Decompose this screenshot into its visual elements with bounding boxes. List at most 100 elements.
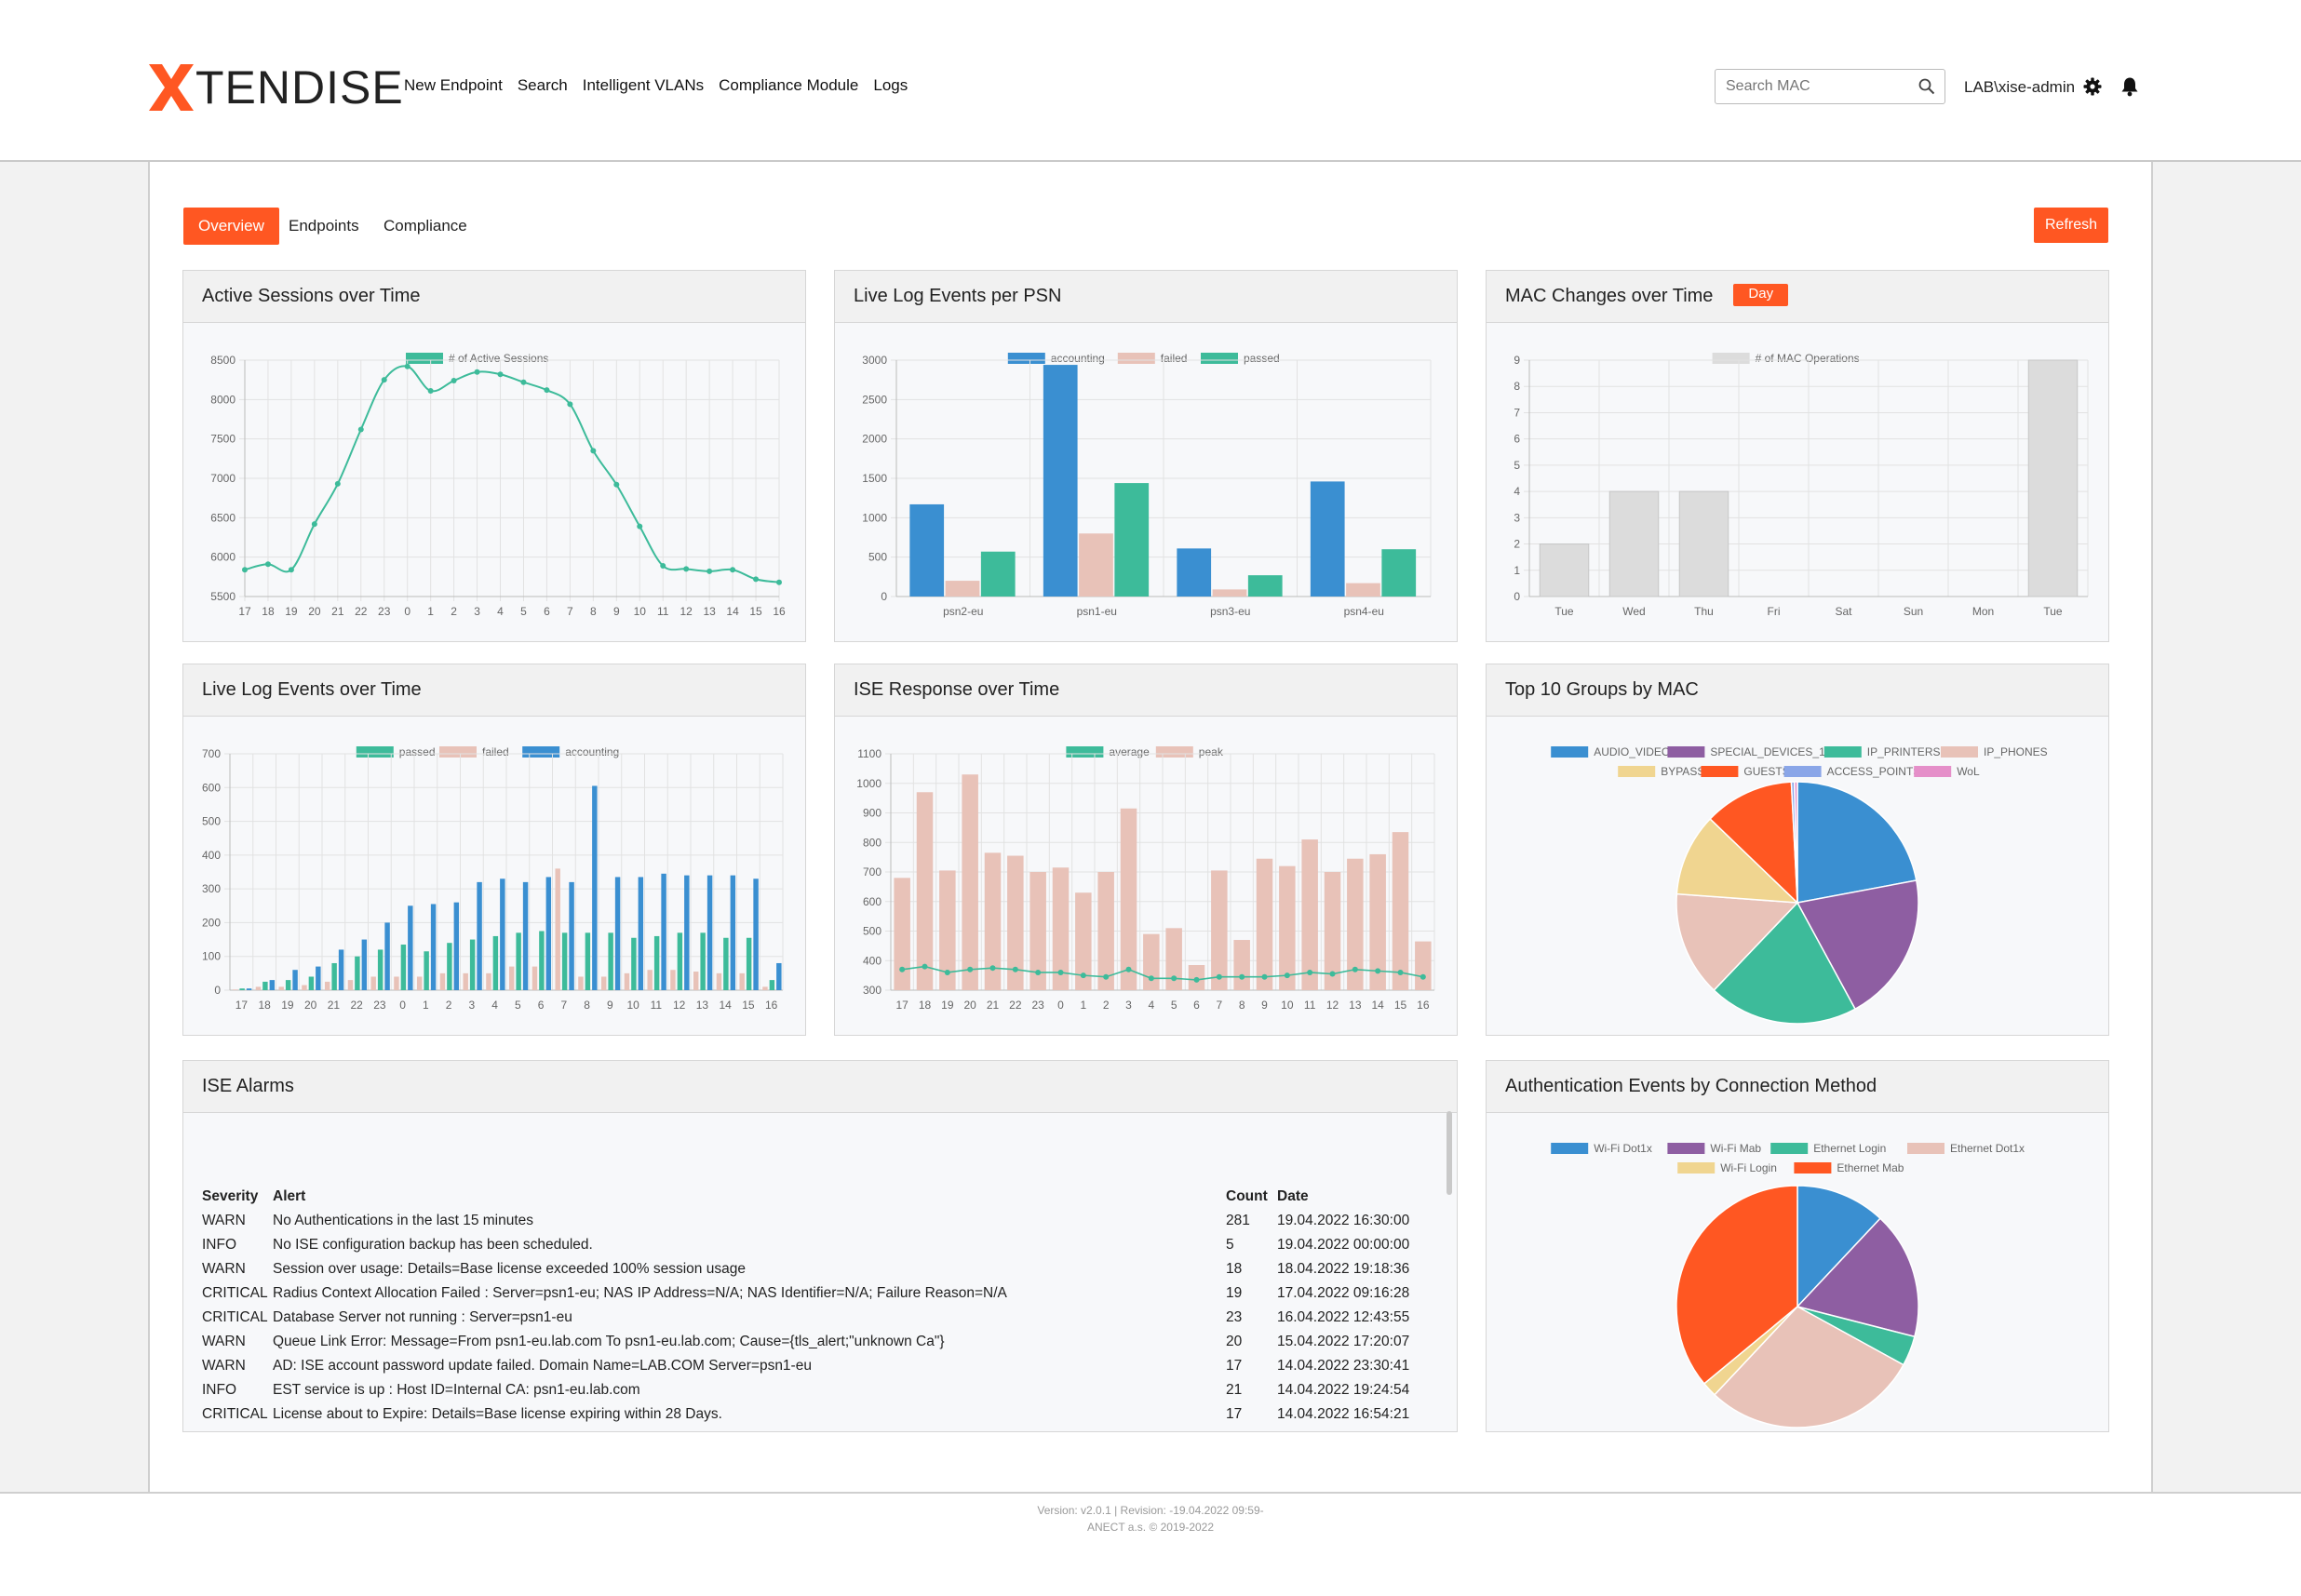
bar-accounting [776, 962, 782, 990]
tab-compliance[interactable]: Compliance [384, 217, 467, 235]
y-tick-label: 1000 [856, 777, 881, 790]
legend-label: ACCESS_POINTS [1827, 765, 1921, 778]
tab-endpoints[interactable]: Endpoints [289, 217, 359, 235]
peak-bar [916, 792, 934, 990]
legend-label: Wi-Fi Dot1x [1594, 1142, 1652, 1155]
alarm-alert: No ISE configuration backup has been sch… [273, 1237, 593, 1253]
x-tick-label: 8 [584, 999, 590, 1012]
peak-bar [939, 870, 956, 990]
legend-label: # of Active Sessions [449, 352, 548, 365]
x-tick-label: 18 [262, 605, 275, 618]
average-point [1261, 973, 1268, 980]
nav-logs[interactable]: Logs [873, 76, 908, 94]
bar-passed [585, 932, 591, 990]
panel-title: ISE Alarms [183, 1061, 1457, 1113]
bar-failed [762, 986, 768, 990]
day-toggle-button[interactable]: Day [1733, 283, 1789, 306]
bar-failed [416, 976, 423, 990]
peak-bar [1392, 832, 1409, 990]
bar-accounting [316, 966, 321, 990]
tab-overview[interactable]: Overview [183, 208, 279, 245]
x-tick-label: 3 [1125, 999, 1132, 1012]
bar-failed [232, 989, 238, 990]
panel-live-log-psn: Live Log Events per PSN accounting failed… [834, 270, 1458, 642]
y-tick-label: 700 [202, 747, 221, 760]
x-tick-label: 5 [1171, 999, 1177, 1012]
x-tick-label: 1 [423, 999, 429, 1012]
nav-intelligent-vlans[interactable]: Intelligent VLANs [582, 76, 705, 94]
average-point [1329, 971, 1336, 977]
alarm-severity: CRITICAL [202, 1427, 268, 1429]
legend-label: AUDIO_VIDEO [1594, 745, 1670, 758]
alarm-date: 19.04.2022 00:00:00 [1277, 1237, 1410, 1253]
bar-accounting [269, 980, 276, 990]
y-tick-label: 600 [863, 895, 881, 908]
pie-slice-special-devices-1 [1796, 879, 1919, 1011]
alarm-severity: CRITICAL [202, 1406, 268, 1422]
peak-bar [1415, 941, 1432, 990]
x-tick-label: 3 [469, 999, 476, 1012]
gear-icon[interactable] [2083, 77, 2102, 96]
alarm-date: 14.04.2022 23:30:41 [1277, 1358, 1410, 1374]
footer-copyright: ANECT a.s. © 2019-2022 [1086, 1521, 1215, 1534]
bar-failed [716, 972, 722, 990]
search-icon[interactable] [1918, 78, 1935, 95]
x-tick-label: 21 [328, 999, 341, 1012]
panel-title: Active Sessions over Time [183, 271, 805, 323]
bar-failed [347, 980, 354, 990]
user-name[interactable]: LAB\xise-admin [1964, 78, 2076, 96]
bell-icon[interactable] [2120, 76, 2139, 97]
x-tick-label: 12 [673, 999, 686, 1012]
alarm-alert: EST service is up : Host ID=Internal CA:… [273, 1382, 640, 1398]
left-gutter [0, 162, 150, 1493]
bar-accounting [545, 877, 552, 990]
x-tick-label: 19 [941, 999, 954, 1012]
x-tick-label: 9 [613, 605, 620, 618]
alarm-date: 16.04.2022 12:43:55 [1277, 1309, 1410, 1325]
x-tick-label: 20 [308, 605, 321, 618]
x-tick-label: 2 [446, 999, 452, 1012]
refresh-button[interactable]: Refresh [2034, 208, 2108, 243]
top-groups-chart: AUDIO_VIDEO SPECIAL_DEVICES_1 IP_PRINTERS I… [1551, 745, 2048, 1025]
x-tick-label: 20 [963, 999, 976, 1012]
top-header: TENDISE New Endpoint Search Intelligent … [0, 0, 2301, 162]
x-tick-label: 16 [1417, 999, 1430, 1012]
x-tick-label: Thu [1694, 605, 1714, 618]
bar-accounting [614, 877, 621, 990]
alarm-alert: AD: ISE account password update failed. … [273, 1358, 812, 1374]
legend-swatch [1914, 766, 1952, 777]
sessions-line [244, 365, 780, 583]
nav-new-endpoint[interactable]: New Endpoint [404, 76, 503, 94]
x-tick-label: psn2-eu [943, 605, 983, 618]
pie-slice-ip-phones [1675, 892, 1799, 992]
y-tick-label: 500 [202, 815, 221, 828]
x-tick-label: 0 [399, 999, 406, 1012]
bar-accounting [1043, 365, 1078, 597]
alarm-alert: Radius Context Allocation Failed : Serve… [273, 1285, 1007, 1301]
x-tick-label: 9 [607, 999, 613, 1012]
legend-swatch [1155, 746, 1193, 758]
x-tick-label: 16 [773, 605, 786, 618]
x-tick-label: 18 [919, 999, 932, 1012]
y-tick-label: 0 [881, 590, 887, 603]
active-sessions-chart: # of Active Sessions 5500 6000 6500 7000 7500… [210, 352, 786, 618]
average-point [1284, 972, 1290, 979]
alarm-severity: INFO [202, 1237, 237, 1253]
peak-bar [1347, 858, 1364, 990]
xtendise-logo[interactable]: TENDISE [149, 61, 404, 114]
alarm-count: 18 [1226, 1261, 1243, 1277]
x-tick-label: psn3-eu [1210, 605, 1250, 618]
alarms-scrollbar[interactable] [1447, 1111, 1452, 1195]
bar-failed [670, 970, 676, 990]
pie-slice-ethernet-dot1x [1713, 1306, 1904, 1428]
nav-compliance-module[interactable]: Compliance Module [719, 76, 859, 94]
nav-search[interactable]: Search [517, 76, 568, 94]
alarm-count: 17 [1226, 1358, 1243, 1374]
legend-swatch [522, 746, 560, 758]
alarm-date: 14.04.2022 16:54:21 [1277, 1406, 1410, 1422]
legend-swatch [1007, 353, 1045, 364]
search-mac-input[interactable] [1716, 70, 1902, 103]
alarm-severity: WARN [202, 1358, 246, 1374]
peak-bar [984, 852, 1002, 990]
pie-slice-audio-video [1796, 781, 1918, 904]
